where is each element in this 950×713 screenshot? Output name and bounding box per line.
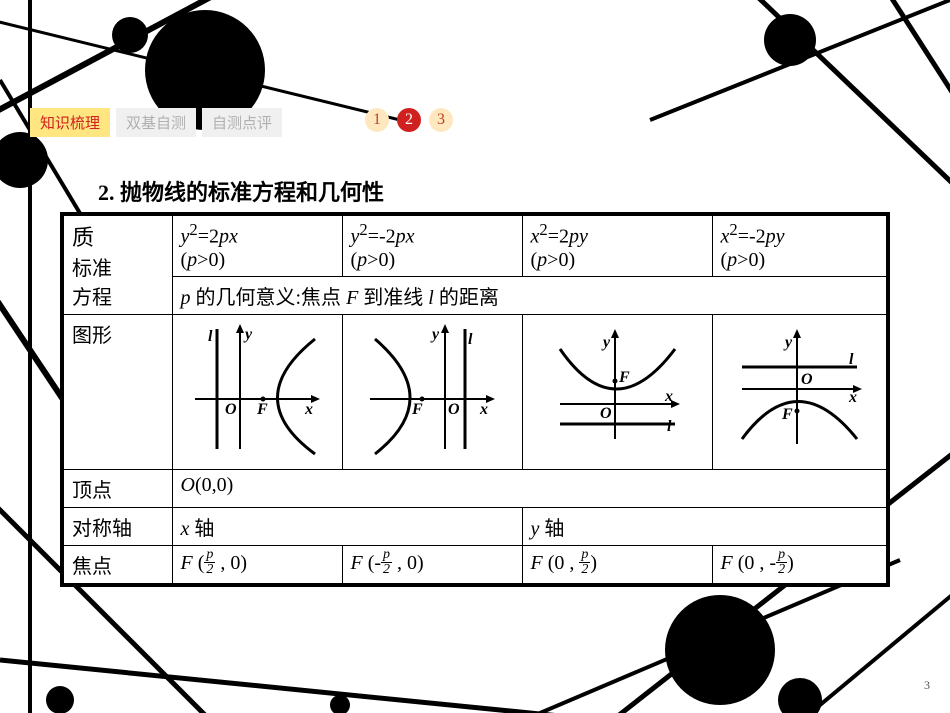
focus-1: F (p2 , 0) [172, 546, 342, 586]
row-label-axis: 对称轴 [62, 508, 172, 546]
svg-text:x: x [479, 401, 488, 418]
page-2-button[interactable]: 2 [397, 108, 421, 132]
svg-text:l: l [208, 328, 213, 345]
svg-text:x: x [664, 388, 673, 405]
title-number: 2 [98, 180, 109, 205]
svg-text:O: O [225, 401, 237, 418]
eq-3: x2=2py (p>0) [522, 214, 712, 276]
focus-4: F (0 , -p2) [712, 546, 888, 586]
diagram-4: y O F x l [712, 315, 888, 470]
eq-4: x2=-2py (p>0) [712, 214, 888, 276]
svg-text:y: y [430, 326, 440, 343]
svg-text:F: F [781, 406, 793, 423]
svg-text:y: y [243, 326, 253, 343]
page-number: 3 [924, 678, 930, 693]
axis-x: x 轴 [172, 508, 522, 546]
row-label-focus: 焦点 [62, 546, 172, 586]
svg-text:O: O [600, 405, 612, 422]
properties-table: 质 标准 方程 y2=2px (p>0) y2=-2px (p>0) x2=2p… [60, 212, 890, 587]
diagram-3: y F O x l [522, 315, 712, 470]
diagram-1: l y O F x [172, 315, 342, 470]
page-1-button[interactable]: 1 [365, 108, 389, 132]
svg-text:l: l [468, 331, 473, 348]
focus-3: F (0 , p2) [522, 546, 712, 586]
svg-text:F: F [256, 401, 268, 418]
svg-text:O: O [448, 401, 460, 418]
tab-review[interactable]: 自测点评 [202, 108, 282, 137]
focus-2: F (-p2 , 0) [342, 546, 522, 586]
vertex-value: O(0,0) [172, 470, 888, 508]
page-3-button[interactable]: 3 [429, 108, 453, 132]
svg-text:F: F [411, 401, 423, 418]
tab-knowledge[interactable]: 知识梳理 [30, 108, 110, 137]
section-title: 2. 抛物线的标准方程和几何性 [98, 175, 384, 207]
tab-selftest[interactable]: 双基自测 [116, 108, 196, 137]
row-label-equation: 质 标准 方程 [62, 214, 172, 315]
svg-text:l: l [849, 351, 854, 368]
svg-text:x: x [304, 401, 313, 418]
svg-text:l: l [667, 418, 672, 435]
svg-text:O: O [801, 371, 813, 388]
eq-1: y2=2px (p>0) [172, 214, 342, 276]
row-label-vertex: 顶点 [62, 470, 172, 508]
pager: 1 2 3 [365, 108, 453, 132]
p-meaning: p 的几何意义:焦点 F 到准线 l 的距离 [172, 276, 888, 314]
title-text: . 抛物线的标准方程和几何性 [109, 180, 384, 205]
row-label-diagram: 图形 [62, 315, 172, 470]
svg-text:y: y [601, 334, 611, 351]
svg-text:F: F [618, 369, 630, 386]
diagram-2: l y O F x [342, 315, 522, 470]
svg-text:x: x [848, 389, 857, 406]
tab-bar: 知识梳理 双基自测 自测点评 [30, 108, 282, 137]
axis-y: y 轴 [522, 508, 888, 546]
eq-2: y2=-2px (p>0) [342, 214, 522, 276]
svg-text:y: y [783, 334, 793, 351]
